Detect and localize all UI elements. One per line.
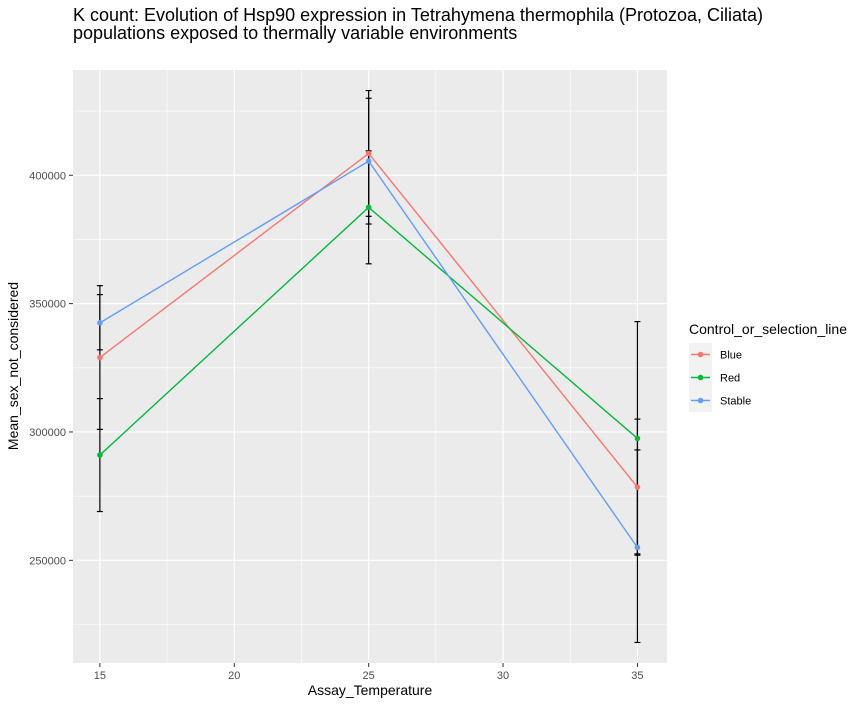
x-tick-label: 20 [228,670,240,682]
legend-label-red: Red [720,373,740,385]
data-point-red [97,452,103,458]
axis-ticks [69,174,638,667]
legend-marker-red [697,374,704,381]
minor-gridlines [73,70,667,663]
plot-panel [73,70,667,663]
y-tick-label: 400000 [29,170,66,182]
data-point-stable [365,158,372,164]
y-axis-title: Mean_sex_not_considered [5,282,21,450]
chart-title-line-1: K count: Evolution of Hsp90 expression i… [73,5,763,25]
legend-label-blue: Blue [720,350,742,362]
tick-labels: 15 20 25 30 35 250000 300000 350000 400000 [29,170,643,682]
legend-item-stable: Stable [689,389,751,412]
data-point-blue [634,484,641,490]
data-point-stable [634,544,641,551]
legend-label-stable: Stable [720,396,751,408]
data-point-stable [97,320,103,326]
legend-marker-stable [697,397,704,404]
legend: Control_or_selection_line Blue Red Stable [689,321,847,412]
x-tick-label: 25 [363,670,375,682]
y-tick-label: 250000 [29,555,66,567]
series-points [97,150,641,551]
x-tick-label: 35 [631,670,643,682]
legend-item-red: Red [689,366,740,389]
data-point-red [365,204,372,211]
data-point-red [634,435,641,442]
y-tick-label: 350000 [29,299,66,311]
data-point-blue [365,150,372,157]
x-axis-title: Assay_Temperature [308,682,433,698]
legend-marker-blue [697,351,704,358]
data-point-blue [97,354,103,361]
chart-title-line-2: populations exposed to thermally variabl… [73,23,517,43]
y-tick-label: 300000 [29,427,66,439]
x-tick-label: 15 [94,670,106,682]
legend-title: Control_or_selection_line [689,321,847,337]
legend-item-blue: Blue [689,343,742,366]
x-tick-label: 30 [497,670,509,682]
